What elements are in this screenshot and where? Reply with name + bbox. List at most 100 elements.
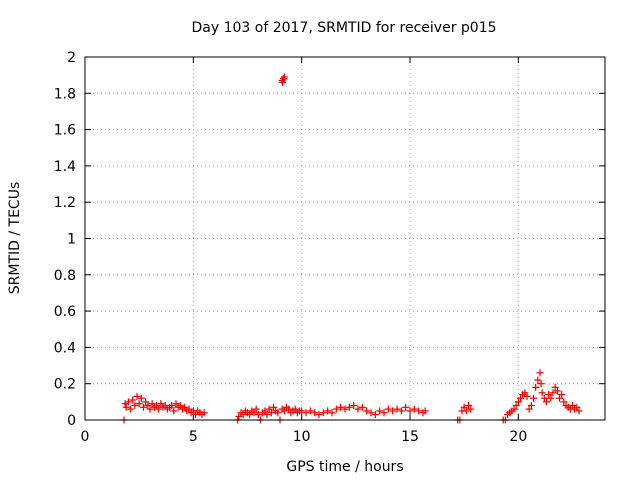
data-point: [358, 403, 366, 411]
data-point: [573, 403, 581, 411]
data-point: [306, 407, 314, 415]
data-point: [192, 411, 199, 419]
data-point: [270, 403, 277, 411]
data-point: [540, 394, 548, 402]
data-point: [410, 405, 418, 413]
data-point: [311, 409, 319, 417]
data-point: [168, 401, 176, 409]
data-point: [415, 407, 423, 415]
data-point: [551, 383, 559, 391]
data-point: [285, 405, 293, 413]
data-point: [538, 389, 546, 397]
data-point: [527, 401, 535, 409]
y-tick-label: 0.2: [54, 377, 76, 393]
y-tick-label: 0.6: [54, 304, 76, 320]
data-point: [239, 411, 247, 419]
data-point: [569, 401, 576, 409]
data-point: [560, 398, 568, 406]
chart-title: Day 103 of 2017, SRMTID for receiver p01…: [191, 20, 496, 36]
y-axis-label: SRMTID / TECUs: [7, 182, 23, 295]
data-point: [135, 400, 143, 408]
data-point: [350, 401, 358, 409]
data-point: [549, 389, 557, 397]
data-point: [181, 403, 189, 411]
data-point: [127, 405, 134, 413]
data-point: [536, 369, 544, 377]
data-point: [328, 409, 336, 417]
data-point: [341, 405, 349, 413]
y-tick-label: 1.2: [54, 195, 76, 211]
data-point: [514, 398, 522, 406]
y-tick-label: 1.6: [54, 123, 76, 139]
data-point: [421, 407, 429, 415]
data-point: [129, 396, 137, 404]
data-point: [140, 403, 147, 411]
data-point: [337, 403, 345, 411]
data-point: [280, 75, 288, 83]
data-point: [553, 387, 561, 395]
data-point: [380, 409, 388, 417]
y-tick-label: 1.4: [54, 159, 76, 175]
data-point: [254, 411, 262, 419]
data-point: [200, 409, 208, 417]
data-point: [467, 405, 475, 413]
y-tick-label: 1: [67, 232, 76, 248]
data-point: [280, 407, 288, 415]
data-point: [345, 403, 353, 411]
y-tick-label: 0.4: [54, 340, 76, 356]
y-tick-label: 0: [67, 413, 76, 429]
data-point: [185, 405, 193, 413]
data-point: [460, 403, 468, 411]
data-point: [543, 398, 550, 406]
data-point: [371, 411, 379, 419]
data-point: [137, 394, 145, 402]
data-point: [279, 78, 287, 86]
data-point: [133, 392, 141, 400]
data-point: [517, 394, 524, 402]
data-point: [252, 405, 260, 413]
data-point: [144, 401, 152, 409]
data-point: [121, 400, 129, 408]
data-point: [397, 407, 405, 415]
data-point: [332, 405, 340, 413]
data-point: [274, 409, 282, 417]
data-point: [315, 411, 323, 419]
data-point: [142, 398, 150, 406]
x-tick-label: 5: [189, 429, 198, 445]
grid-lines: [85, 57, 605, 420]
data-point: [393, 405, 401, 413]
data-point: [319, 409, 327, 417]
data-point: [545, 391, 553, 399]
data-point: [575, 407, 583, 415]
data-point: [263, 411, 271, 419]
data-point: [367, 409, 375, 417]
data-point: [265, 405, 273, 413]
data-point: [521, 389, 529, 397]
data-point: [462, 407, 470, 415]
data-point: [510, 405, 518, 413]
data-point: [523, 392, 531, 400]
data-point: [250, 409, 258, 417]
data-point: [324, 407, 332, 415]
data-point: [534, 376, 542, 384]
x-axis-label: GPS time / hours: [286, 459, 403, 475]
data-point: [131, 401, 139, 409]
data-point: [465, 401, 472, 409]
data-point: [402, 403, 410, 411]
data-point: [558, 391, 566, 399]
data-point: [376, 407, 384, 415]
data-point: [547, 394, 555, 402]
data-point: [148, 400, 156, 408]
axis-ticks: 0 5 10 15 20 0 0.2 0.4 0.6 0.8 1 1.2 1.4 1.6 1.8 2: [54, 50, 605, 445]
data-point: [532, 383, 540, 391]
y-tick-label: 0.8: [54, 268, 76, 284]
data-point: [556, 394, 563, 402]
x-tick-label: 10: [293, 429, 311, 445]
data-point: [525, 405, 533, 413]
data-point: [161, 401, 169, 409]
data-point: [246, 411, 254, 419]
x-tick-label: 0: [81, 429, 90, 445]
x-tick-label: 15: [401, 429, 419, 445]
data-point: [298, 407, 306, 415]
